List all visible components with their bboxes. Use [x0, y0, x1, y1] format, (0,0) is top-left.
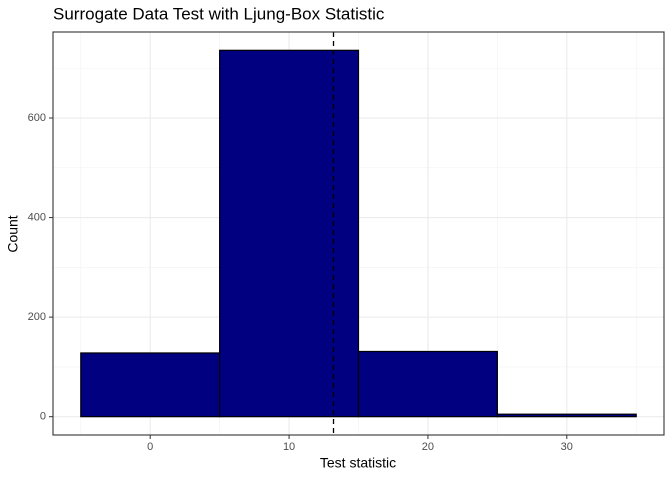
histogram-bar [219, 49, 360, 418]
x-tick-label: 10 [283, 441, 295, 453]
x-axis-label: Test statistic [320, 455, 396, 471]
x-tick-label: 20 [422, 441, 434, 453]
x-tick-label: 30 [561, 441, 573, 453]
y-tick-label: 0 [40, 411, 46, 423]
panel-border [52, 31, 665, 436]
y-axis-label: Count [5, 215, 21, 252]
histogram-bar [80, 352, 221, 418]
y-tick-label: 400 [28, 211, 46, 223]
histogram-bar [357, 350, 498, 418]
x-tick-label: 0 [147, 441, 153, 453]
y-tick-label: 200 [28, 311, 46, 323]
chart-title: Surrogate Data Test with Ljung-Box Stati… [53, 4, 385, 23]
histogram-bar [496, 413, 637, 418]
y-tick-label: 600 [28, 112, 46, 124]
